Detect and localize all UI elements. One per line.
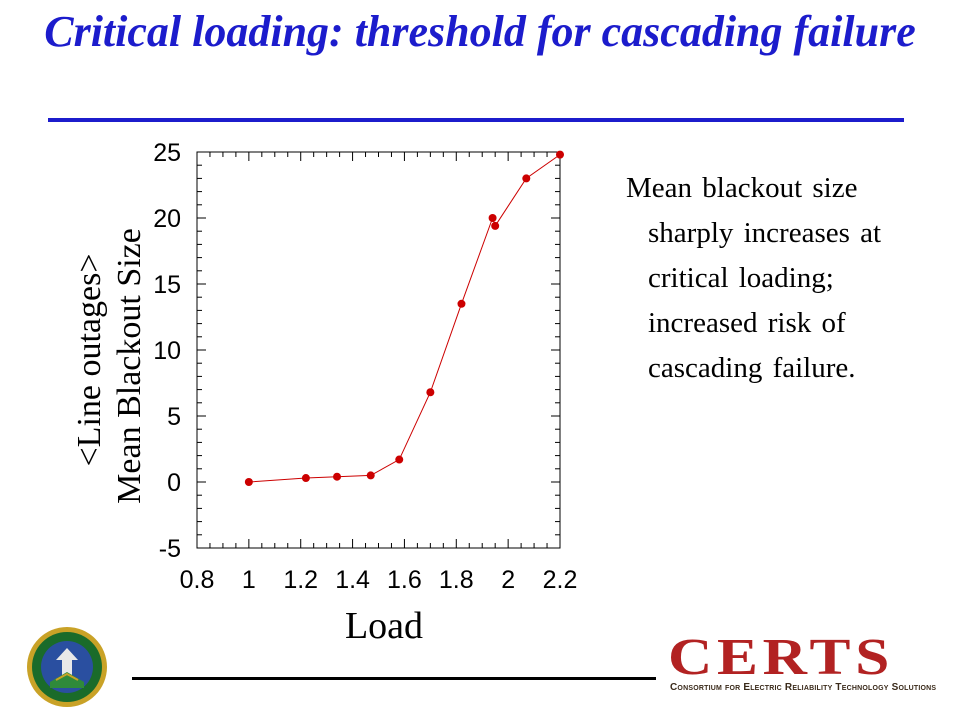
data-point xyxy=(301,474,310,483)
y-tick-label: 10 xyxy=(153,337,181,365)
series-line xyxy=(248,154,561,483)
data-point xyxy=(457,299,466,308)
y-tick-label: 20 xyxy=(153,205,181,233)
x-axis-label-load: Load xyxy=(345,605,423,647)
certs-logo-tagline: Consortium for Electric Reliability Tech… xyxy=(670,682,937,693)
data-point xyxy=(488,214,497,222)
data-point xyxy=(556,150,564,159)
certs-logo-word: CERTS xyxy=(668,629,895,686)
x-tick-label: 1.8 xyxy=(439,566,474,594)
y-tick-label: 25 xyxy=(153,139,181,167)
x-tick-label: 0.8 xyxy=(180,566,215,594)
slide-title: Critical loading: threshold for cascadin… xyxy=(44,7,916,56)
x-tick-label: 1.4 xyxy=(335,566,370,594)
y-axis-label-line-outages: <Line outages> xyxy=(71,253,108,466)
y-tick-label: 15 xyxy=(153,271,181,299)
y-axis-label-mean-blackout-size: Mean Blackout Size xyxy=(111,228,148,504)
y-tick-label: -5 xyxy=(159,535,181,563)
slide-description: Mean blackout size sharply increases at … xyxy=(626,172,882,384)
x-tick-label: 2.2 xyxy=(543,566,578,594)
data-point xyxy=(491,221,500,230)
data-point xyxy=(333,472,342,481)
data-point xyxy=(426,388,435,397)
y-tick-label: 5 xyxy=(167,403,181,431)
x-tick-label: 2 xyxy=(501,566,515,594)
data-point xyxy=(366,471,375,480)
data-point xyxy=(395,455,404,464)
certs-logo: CERTS Consortium for Electric Reliabilit… xyxy=(664,629,940,696)
footer-rule xyxy=(132,677,656,680)
y-tick-label: 0 xyxy=(167,469,181,497)
x-tick-label: 1.2 xyxy=(283,566,318,594)
doe-seal-icon xyxy=(27,627,107,707)
x-tick-label: 1.6 xyxy=(387,566,422,594)
data-point xyxy=(522,174,531,183)
x-tick-label: 1 xyxy=(242,566,256,594)
data-point xyxy=(244,478,253,486)
plot-frame xyxy=(196,151,561,549)
title-underline xyxy=(48,118,904,122)
